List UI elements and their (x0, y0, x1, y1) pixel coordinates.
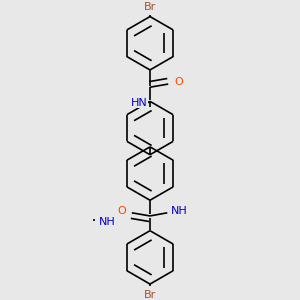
Text: Br: Br (144, 2, 156, 11)
Text: Br: Br (144, 290, 156, 300)
Text: HN: HN (130, 98, 147, 108)
Text: NH: NH (171, 206, 188, 216)
Text: O: O (174, 77, 183, 88)
Text: O: O (117, 206, 126, 216)
Text: NH: NH (99, 217, 116, 227)
